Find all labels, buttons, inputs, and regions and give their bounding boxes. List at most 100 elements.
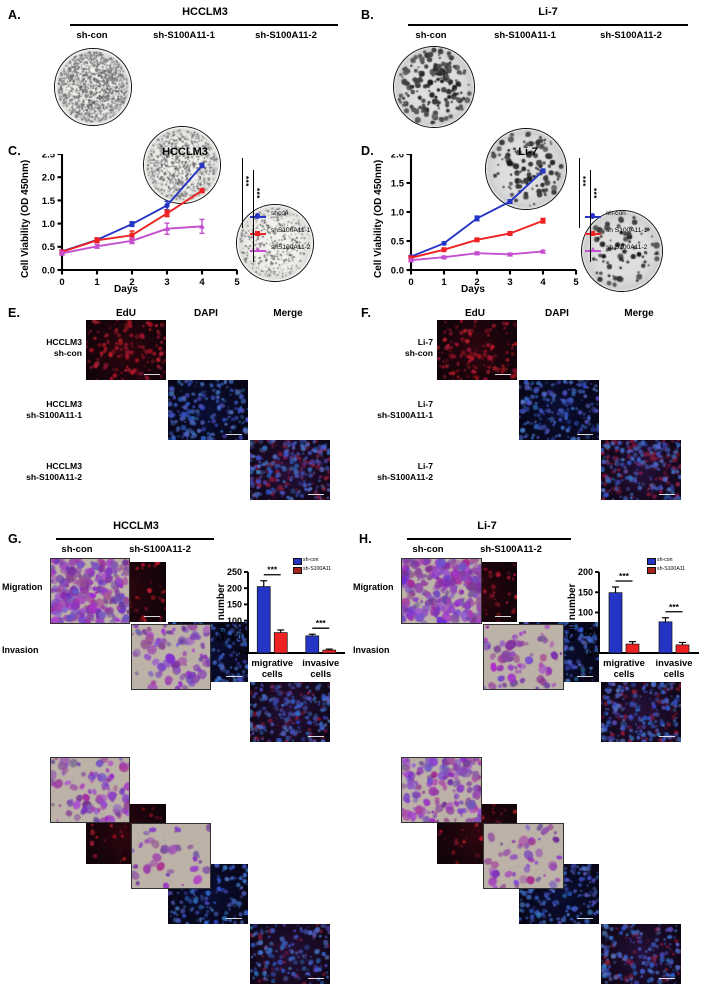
fluoro-row-label-0: HCCLM3 sh-con [4, 337, 82, 359]
panel-h-col-0: sh-con [412, 544, 444, 555]
svg-text:cells: cells [262, 668, 283, 679]
panel-b-title: Li-7 [538, 6, 558, 18]
bar-legend-label-0: sh-con [657, 557, 673, 563]
legend-label-2: shS100A11-2 [271, 244, 311, 251]
row-condition: sh-con [53, 348, 82, 358]
svg-text:cells: cells [310, 668, 331, 679]
colony-dish-a-1 [143, 126, 221, 204]
svg-text:150: 150 [578, 587, 593, 597]
significance-stars-1: *** [252, 188, 261, 199]
svg-text:Cell number: Cell number [567, 584, 578, 642]
panel-g-title: HCCLM3 [113, 520, 159, 532]
bar-legend-swatch-1 [293, 567, 302, 574]
svg-text:cells: cells [614, 668, 635, 679]
bar-legend-swatch-1 [647, 567, 656, 574]
row-condition: sh-S100A11-2 [26, 472, 82, 482]
svg-text:2: 2 [474, 277, 479, 288]
row-cellline: Li-7 [417, 461, 433, 471]
panel-c-title: HCCLM3 [162, 146, 208, 158]
bar-legend-swatch-0 [647, 558, 656, 565]
panel-e: E. EdU DAPI Merge HCCLM3 sh-con HCCLM3 sh-S… [0, 300, 353, 984]
significance-stars-1: *** [589, 188, 598, 199]
transwell-tile-0-0 [401, 558, 482, 624]
colony-dish-b-1 [485, 128, 567, 210]
panel-h-bar-chart: 0 50 100 150 200 *** migrative cells *** invasive… [565, 554, 707, 693]
panel-a-rule [70, 24, 338, 26]
bar-legend-label-1: sh-S100A11 [657, 566, 686, 572]
panel-g-row-migration: Migration [2, 582, 43, 592]
panel-g-rule [56, 538, 214, 540]
svg-text:1.0: 1.0 [42, 219, 55, 230]
panel-h-label: H. [359, 532, 372, 546]
svg-text:4: 4 [199, 277, 205, 288]
significance-stars-0: *** [578, 176, 587, 187]
panel-d: D. Li-7 Cell Viability (OD 450nm) Days 0… [353, 140, 707, 300]
fluoro-row-label-1: HCCLM3 sh-S100A11-1 [4, 399, 82, 421]
scale-bar [577, 917, 593, 919]
significance-stars-0: *** [241, 176, 250, 187]
svg-text:150: 150 [227, 600, 242, 610]
fluoro-tile-merge-2 [250, 924, 330, 984]
panel-g-bar-chart: 0 50 100 150 200 250 *** migrative cells *** invas… [214, 554, 353, 693]
svg-text:cells: cells [664, 668, 685, 679]
panel-c: C. HCCLM3 Cell Viability (OD 450nm) Days… [0, 140, 353, 300]
panel-d-plot: 0.0 0.5 1.0 1.5 2.0 0 1 2 3 4 5 [391, 154, 579, 288]
legend-label-1: shS100A11-1 [271, 227, 311, 234]
fluoro-row-label-2: Li-7 sh-S100A11-2 [357, 461, 433, 483]
panel-b-col-1: sh-S100A11-1 [494, 30, 556, 41]
svg-text:1.0: 1.0 [391, 207, 404, 218]
fluoro-tile-merge-0 [250, 440, 330, 500]
panel-f-col-dapi: DAPI [545, 308, 569, 319]
row-condition: sh-S100A11-2 [377, 472, 433, 482]
panel-c-significance: *** *** [238, 154, 264, 270]
panel-d-xlabel: Days [461, 284, 485, 295]
scale-bar [577, 675, 593, 677]
panel-b: B. Li-7 sh-con sh-S100A11-1 sh-S100A11-2 [353, 0, 707, 292]
svg-text:0: 0 [59, 277, 64, 288]
row-cellline: Li-7 [417, 399, 433, 409]
row-condition: sh-S100A11-1 [377, 410, 433, 420]
panel-e-col-dapi: DAPI [194, 308, 218, 319]
panel-d-label: D. [361, 144, 374, 158]
scale-bar [308, 977, 324, 979]
scale-bar [308, 493, 324, 495]
panel-h-title: Li-7 [477, 520, 497, 532]
panel-h-row-invasion: Invasion [353, 645, 390, 655]
panel-c-xlabel: Days [114, 284, 138, 295]
transwell-tile-0-0 [50, 558, 130, 624]
panel-f-label: F. [361, 306, 372, 320]
panel-c-plot: 0.0 0.5 1.0 1.5 2.0 2.5 0 1 2 3 4 5 [42, 154, 240, 288]
legend-label-1: sh S100A11-1 [606, 227, 648, 234]
fluoro-tile-edu-0 [86, 320, 166, 380]
fluoro-row-label-0: Li-7 sh-con [357, 337, 433, 359]
legend-label-0: sh-con [606, 210, 626, 217]
panel-c-ylabel: Cell Viability (OD 450nm) [20, 159, 31, 278]
svg-text:0.0: 0.0 [391, 265, 404, 276]
scale-bar [144, 615, 160, 617]
scale-bar [659, 977, 675, 979]
svg-text:50: 50 [232, 632, 242, 642]
panel-h-col-1: sh-S100A11-2 [480, 544, 542, 555]
svg-text:2.0: 2.0 [391, 154, 404, 160]
panel-b-col-2: sh-S100A11-2 [600, 30, 662, 41]
panel-f-col-edu: EdU [465, 308, 485, 319]
panel-g-col-0: sh-con [61, 544, 93, 555]
bar-legend-swatch-0 [293, 558, 302, 565]
panel-b-label: B. [361, 8, 374, 22]
legend-label-0: shcon [271, 210, 289, 217]
scale-bar [659, 735, 675, 737]
panel-d-significance: *** *** [575, 154, 601, 270]
fluoro-tile-merge-0 [601, 440, 681, 500]
panel-a-col-0: sh-con [76, 30, 108, 41]
svg-text:200: 200 [227, 583, 242, 593]
fluoro-row-label-1: Li-7 sh-S100A11-1 [357, 399, 433, 421]
svg-text:invasive: invasive [302, 657, 339, 668]
scale-bar [144, 373, 160, 375]
panel-f: F. EdU DAPI Merge Li-7 sh-con Li-7 sh-S100A… [353, 300, 707, 984]
svg-text:250: 250 [227, 567, 242, 577]
transwell-tile-0-1 [483, 624, 564, 690]
row-cellline: HCCLM3 [46, 461, 82, 471]
fluoro-tile-edu-0 [437, 320, 517, 380]
fluoro-row-label-2: HCCLM3 sh-S100A11-2 [4, 461, 82, 483]
